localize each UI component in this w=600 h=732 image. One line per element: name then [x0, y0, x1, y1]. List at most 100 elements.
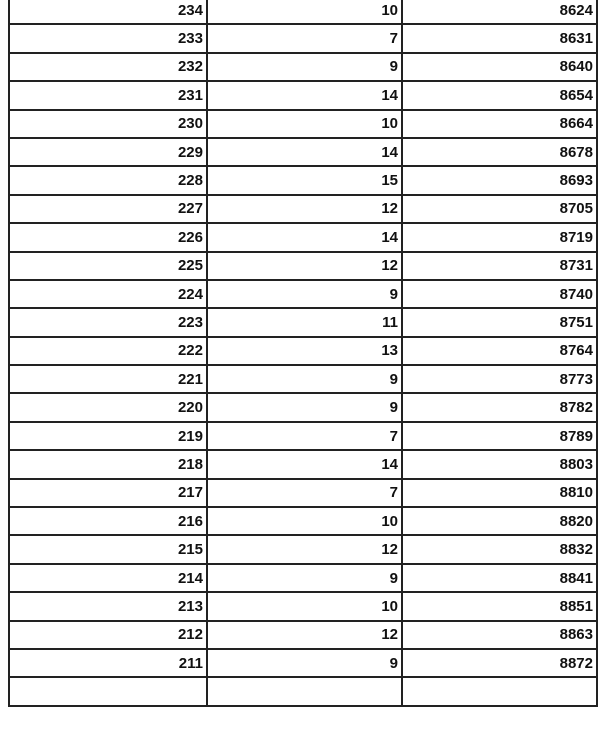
table-cell: 219: [8, 420, 208, 452]
table-row: 222 13 8764: [8, 335, 598, 367]
table-cell: 14: [206, 136, 403, 168]
table-cell: 217: [8, 477, 208, 509]
table-cell: 10: [206, 591, 403, 622]
table-row: 229 14 8678: [8, 136, 598, 168]
table-cell: 12: [206, 534, 403, 565]
table-cell: 8693: [401, 165, 598, 196]
table-cell: [8, 676, 208, 707]
table-cell: 10: [206, 108, 403, 139]
table-cell: 14: [206, 222, 403, 253]
table-cell: [401, 676, 598, 707]
table-row: 233 7 8631: [8, 23, 598, 54]
table-row: 218 14 8803: [8, 449, 598, 480]
table-row: 223 11 8751: [8, 307, 598, 338]
table-row: 213 10 8851: [8, 591, 598, 622]
table-row: 219 7 8789: [8, 420, 598, 452]
table-cell: 7: [206, 477, 403, 509]
table-cell: 220: [8, 392, 208, 423]
table-cell: 8640: [401, 51, 598, 83]
table-row: 227 12 8705: [8, 193, 598, 225]
table-cell: 10: [206, 0, 403, 26]
table-cell: 212: [8, 619, 208, 650]
table-cell: 229: [8, 136, 208, 168]
table-cell: 14: [206, 449, 403, 480]
table-cell: 8719: [401, 222, 598, 253]
table-cell: 11: [206, 307, 403, 338]
table-row: 234 10 8624: [8, 0, 598, 26]
table-cell: 14: [206, 80, 403, 111]
table-cell: 8678: [401, 136, 598, 168]
table-cell: 8631: [401, 23, 598, 54]
table-cell: 8863: [401, 619, 598, 650]
table-cell: 225: [8, 250, 208, 281]
table-cell: 228: [8, 165, 208, 196]
table-cell: 223: [8, 307, 208, 338]
table-cell: 9: [206, 278, 403, 310]
table-row: 225 12 8731: [8, 250, 598, 281]
table-cell: [206, 676, 403, 707]
table-row: 212 12 8863: [8, 619, 598, 650]
table-cell: 8820: [401, 506, 598, 537]
table-cell: 230: [8, 108, 208, 139]
table-cell: 8841: [401, 562, 598, 594]
table-cell: 12: [206, 193, 403, 225]
table-cell: 8773: [401, 364, 598, 395]
table-cell: 9: [206, 562, 403, 594]
table-cell: 9: [206, 647, 403, 679]
table-cell: 224: [8, 278, 208, 310]
table-cell: 8789: [401, 420, 598, 452]
table-row: 216 10 8820: [8, 506, 598, 537]
table-cell: 9: [206, 392, 403, 423]
table-cell: 8624: [401, 0, 598, 26]
table-cell: 12: [206, 250, 403, 281]
table-row: 220 9 8782: [8, 392, 598, 423]
table-cell: 8740: [401, 278, 598, 310]
table-row: 217 7 8810: [8, 477, 598, 509]
data-table: 234 10 8624 233 7 8631 232 9 8640 231 14 8654 230 10 8…: [8, 0, 598, 707]
table-row: 228 15 8693: [8, 165, 598, 196]
table-cell: 8810: [401, 477, 598, 509]
table-cell: 8782: [401, 392, 598, 423]
table-cell: 221: [8, 364, 208, 395]
table-cell: 8751: [401, 307, 598, 338]
table-cell: 213: [8, 591, 208, 622]
table-row: 215 12 8832: [8, 534, 598, 565]
table-cell: 8731: [401, 250, 598, 281]
table-cell: 218: [8, 449, 208, 480]
table-cell: 9: [206, 364, 403, 395]
table-cell: 8872: [401, 647, 598, 679]
table-cell: 15: [206, 165, 403, 196]
table-cell: 8654: [401, 80, 598, 111]
table-row-partial: [8, 676, 598, 707]
table-cell: 214: [8, 562, 208, 594]
table-cell: 215: [8, 534, 208, 565]
table-cell: 8803: [401, 449, 598, 480]
table-cell: 8832: [401, 534, 598, 565]
table-cell: 226: [8, 222, 208, 253]
table-cell: 8705: [401, 193, 598, 225]
table-cell: 227: [8, 193, 208, 225]
table-cell: 216: [8, 506, 208, 537]
table-cell: 222: [8, 335, 208, 367]
table-cell: 10: [206, 506, 403, 537]
table-cell: 13: [206, 335, 403, 367]
table-row: 231 14 8654: [8, 80, 598, 111]
table-row: 221 9 8773: [8, 364, 598, 395]
table-cell: 8764: [401, 335, 598, 367]
table-cell: 234: [8, 0, 208, 26]
table-cell: 232: [8, 51, 208, 83]
table-cell: 9: [206, 51, 403, 83]
table-cell: 12: [206, 619, 403, 650]
table-row: 230 10 8664: [8, 108, 598, 139]
table-cell: 8664: [401, 108, 598, 139]
table-row: 226 14 8719: [8, 222, 598, 253]
table-cell: 8851: [401, 591, 598, 622]
table-row: 232 9 8640: [8, 51, 598, 83]
table-cell: 231: [8, 80, 208, 111]
table-cell: 7: [206, 23, 403, 54]
table-row: 211 9 8872: [8, 647, 598, 679]
table-cell: 233: [8, 23, 208, 54]
table-row: 214 9 8841: [8, 562, 598, 594]
table-cell: 7: [206, 420, 403, 452]
table-cell: 211: [8, 647, 208, 679]
